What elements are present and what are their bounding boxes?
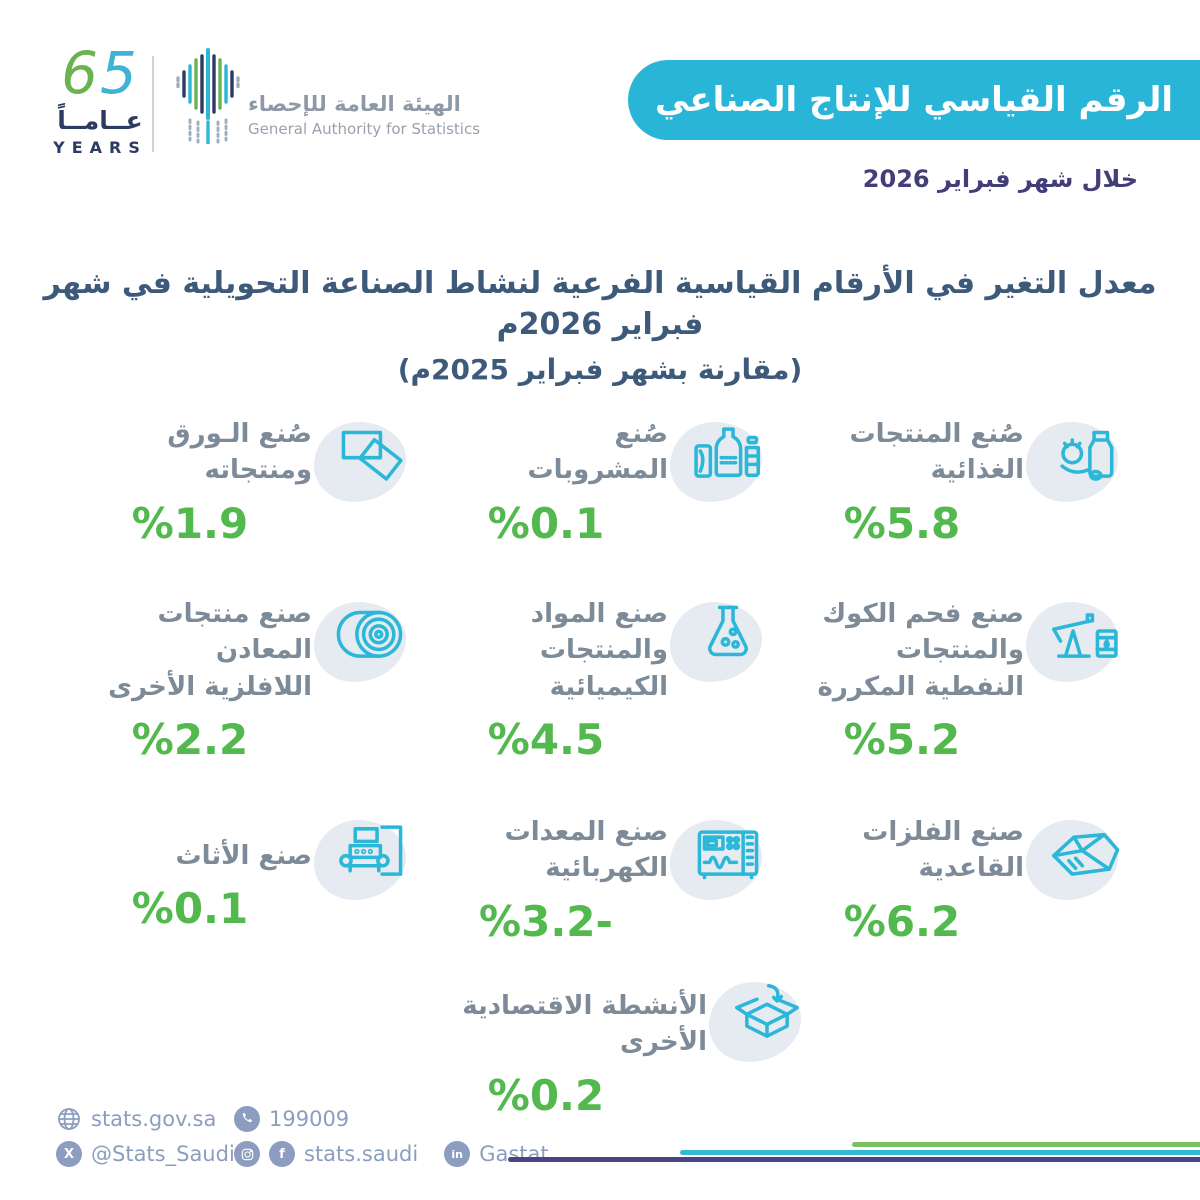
anniversary-logo: 65 عــامــاً YEARS [52,44,148,157]
paper-icon [312,412,420,508]
phone-icon [234,1106,260,1132]
x-icon: X [56,1141,82,1167]
main-title: معدل التغير في الأرقام القياسية الفرعية … [40,264,1160,386]
category-label: صنع فحم الكوك والمنتجات النفطية المكررة [817,598,1024,702]
header-divider [152,56,154,152]
category-label: صنع الأثاث [175,840,312,871]
food-icon [1024,412,1132,508]
decorative-line-green [852,1142,1200,1147]
authority-name: الهيئة العامة للإحصاء General Authority … [248,92,480,138]
category-card-other-activities: الأنشطة الاقتصادية الأخرى %0.2 [385,972,815,1120]
armchair-icon [312,810,420,906]
category-value: %0.2 [487,1070,605,1120]
facebook-icon: f [269,1141,295,1167]
report-title: الرقم القياسي للإنتاج الصناعي [654,80,1174,120]
linkedin-icon: in [444,1141,471,1167]
categories-grid: صُنع المنتجات الغذائية %5.8 [68,412,1132,1120]
social-accounts[interactable]: f stats.saudi [234,1141,418,1167]
report-period: خلال شهر فبراير 2026 [862,165,1138,193]
main-title-line2: (مقارنة بشهر فبراير 2025م) [397,353,803,386]
beverages-icon [668,412,776,508]
linkedin-handle-text: Gastat [479,1142,549,1166]
phone-text: 199009 [269,1107,350,1131]
authority-name-arabic: الهيئة العامة للإحصاء [248,92,461,116]
x-handle-text: @Stats_Saudi [91,1142,235,1166]
website-link[interactable]: stats.gov.sa [56,1106,234,1132]
category-label: صُنع الـورق ومنتجاته [167,419,312,486]
category-card-furniture: صنع الأثاث %0.1 [68,810,420,946]
open-box-icon [707,972,815,1068]
roll-icon [312,592,420,688]
flask-icon [668,592,776,688]
report-title-banner: الرقم القياسي للإنتاج الصناعي [628,60,1200,140]
category-value: %1.9 [131,498,249,548]
category-label: صُنع المشروبات [527,419,668,486]
category-value: %5.2 [843,714,961,764]
mineral-icon [1024,810,1132,906]
category-value: %5.8 [843,498,961,548]
globe-icon [56,1106,82,1132]
x-account[interactable]: X @Stats_Saudi [56,1141,235,1167]
category-label: صنع المعدات الكهربائية [504,816,668,884]
footer: stats.gov.sa 199009 X @Stats_Saudi [56,1106,549,1176]
website-text: stats.gov.sa [91,1107,217,1131]
category-card-minerals: صنع منتجات المعادن اللافلزية الأخرى %2.2 [68,592,420,764]
decorative-line-cyan [680,1150,1200,1155]
category-card-basic-metals: صنع الفلزات القاعدية %6.2 [780,810,1132,946]
category-card-chemicals: صنع المواد والمنتجات الكيميائية %4.5 [424,592,776,764]
category-value: %3.2- [479,896,613,946]
category-label: صنع منتجات المعادن اللافلزية الأخرى [108,598,312,702]
category-label: الأنشطة الاقتصادية الأخرى [462,990,707,1058]
category-value: %4.5 [487,714,605,764]
authority-name-english: General Authority for Statistics [248,120,481,138]
phone-contact[interactable]: 199009 [234,1106,349,1132]
anniversary-arabic: عــامــاً [57,106,143,135]
category-card-petroleum: صنع فحم الكوك والمنتجات النفطية المكررة … [780,592,1132,764]
category-value: %0.1 [487,498,605,548]
linkedin-account[interactable]: in Gastat [444,1141,549,1167]
instagram-icon [234,1141,260,1167]
anniversary-number: 65 [61,39,139,107]
category-card-paper: صُنع الـورق ومنتجاته %1.9 [68,412,420,548]
category-label: صنع المواد والمنتجات الكيميائية [530,598,668,702]
category-label: صُنع المنتجات الغذائية [849,419,1024,486]
category-card-beverages: صُنع المشروبات %0.1 [424,412,776,548]
anniversary-english: YEARS [53,138,147,157]
electrical-device-icon [668,810,776,906]
gastat-logo-icon [170,48,242,148]
category-card-food: صُنع المنتجات الغذائية %5.8 [780,412,1132,548]
category-label: صنع الفلزات القاعدية [862,816,1024,884]
social-handle-text: stats.saudi [304,1142,419,1166]
oil-pump-icon [1024,592,1132,688]
category-value: %2.2 [131,714,249,764]
main-title-line1: معدل التغير في الأرقام القياسية الفرعية … [43,266,1157,342]
category-value: %0.1 [131,884,249,934]
category-card-electrical: صنع المعدات الكهربائية %3.2- [424,810,776,946]
decorative-line-purple [508,1157,1200,1162]
category-value: %6.2 [843,896,961,946]
